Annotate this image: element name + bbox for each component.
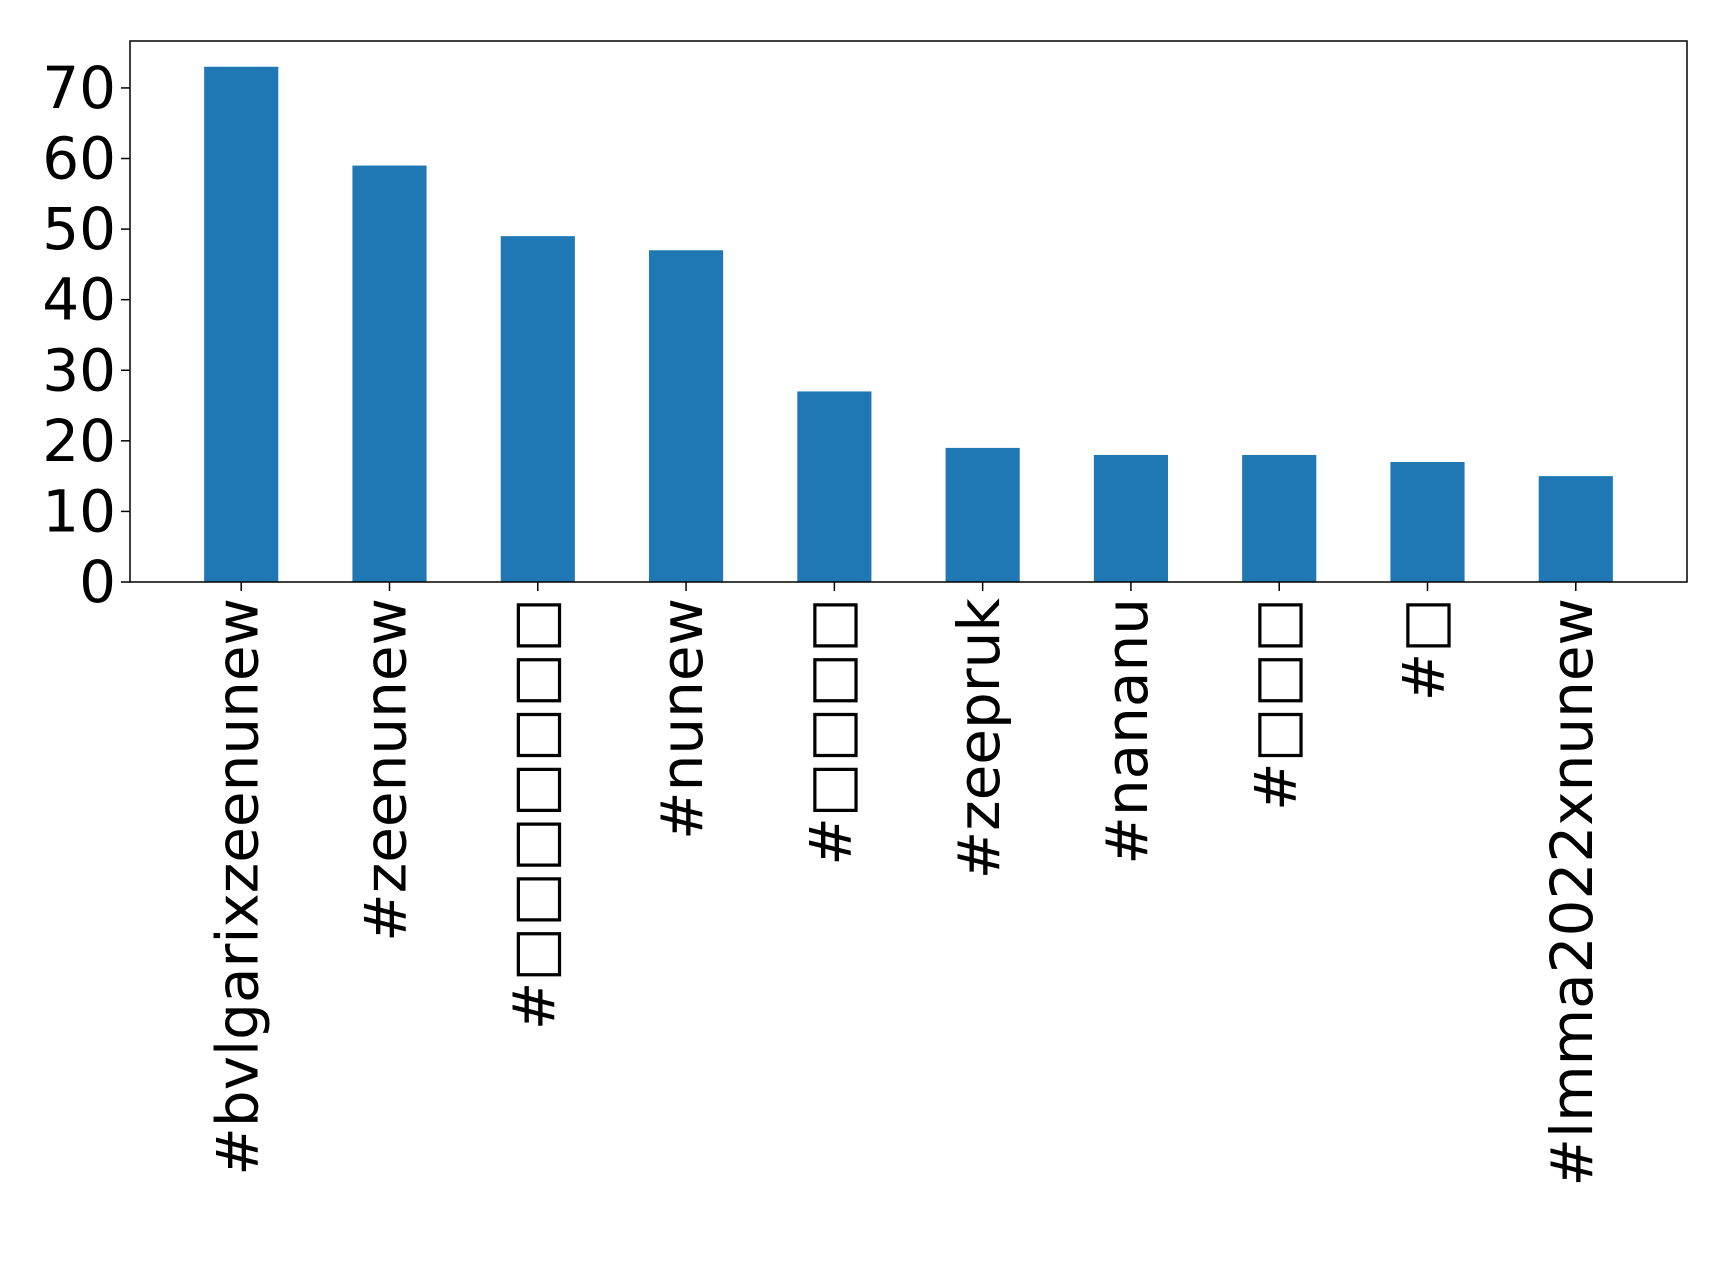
x-tick-label: #□ — [1390, 598, 1458, 701]
x-tick-label: #□□□□□□□ — [500, 598, 568, 1030]
x-tick-label: #zeepruk — [945, 598, 1013, 880]
x-tick-label: #□□□□ — [796, 598, 864, 866]
bar — [352, 165, 427, 582]
bar — [1390, 462, 1465, 582]
bar — [797, 391, 872, 582]
bar — [945, 447, 1020, 582]
bar — [204, 66, 279, 582]
y-tick-label: 20 — [42, 407, 116, 475]
bars-group — [204, 66, 1613, 582]
bar — [1242, 454, 1317, 582]
bar — [649, 250, 724, 582]
y-tick-label: 60 — [42, 125, 116, 193]
y-tick-label: 30 — [42, 336, 116, 404]
y-tick-label: 70 — [42, 54, 116, 122]
x-tick-label: #zeenunew — [352, 598, 420, 942]
x-tick-label: #nananu — [1093, 598, 1161, 865]
x-tick-label: #lmma2022xnunew — [1538, 598, 1606, 1187]
x-axis: #bvlgarixzeenunew #zeenunew #□□□□□□□ #nunew… — [203, 582, 1606, 1187]
x-tick-label: #□□□ — [1241, 598, 1309, 811]
x-tick-label: #bvlgarixzeenunew — [203, 598, 271, 1176]
y-tick-label: 40 — [42, 266, 116, 334]
y-tick-label: 50 — [42, 195, 116, 263]
bar — [1538, 476, 1613, 582]
y-tick-label: 10 — [42, 477, 116, 545]
y-tick-label: 0 — [79, 548, 116, 616]
bar — [500, 236, 575, 582]
bar — [1093, 454, 1168, 582]
x-tick-label: #nunew — [648, 598, 716, 840]
plot-frame — [129, 40, 1688, 583]
